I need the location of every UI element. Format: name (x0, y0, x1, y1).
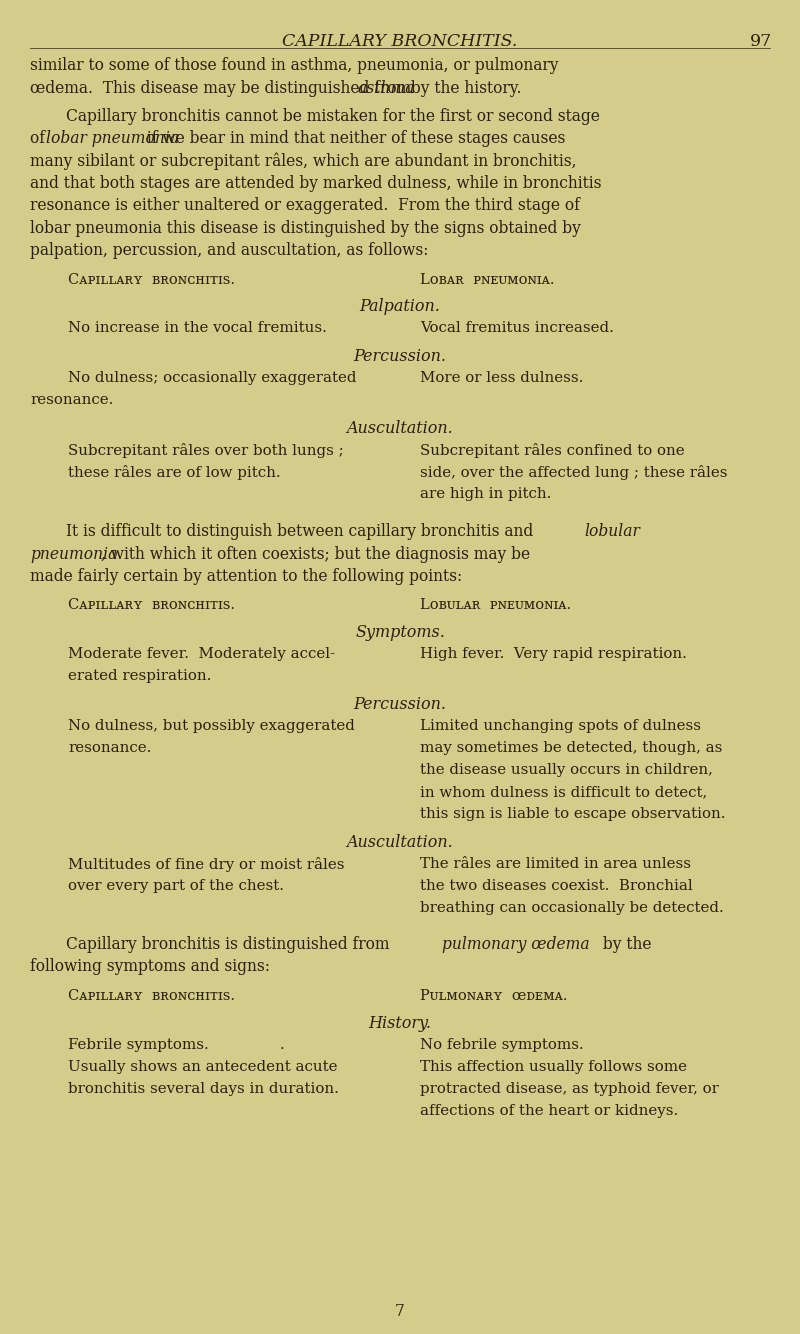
Text: 97: 97 (750, 33, 772, 49)
Text: may sometimes be detected, though, as: may sometimes be detected, though, as (420, 742, 722, 755)
Text: .: . (280, 1038, 285, 1051)
Text: Moderate fever.  Moderately accel-: Moderate fever. Moderately accel- (68, 647, 335, 662)
Text: by the: by the (598, 936, 652, 952)
Text: resonance is either unaltered or exaggerated.  From the third stage of: resonance is either unaltered or exagger… (30, 197, 580, 215)
Text: the disease usually occurs in children,: the disease usually occurs in children, (420, 763, 713, 778)
Text: Palpation.: Palpation. (359, 299, 441, 315)
Text: by the history.: by the history. (406, 80, 522, 97)
Text: Lᴏʙᴀʀ  ᴘɴᴇᴜᴍᴏɴɪᴀ.: Lᴏʙᴀʀ ᴘɴᴇᴜᴍᴏɴɪᴀ. (420, 272, 554, 287)
Text: protracted disease, as typhoid fever, or: protracted disease, as typhoid fever, or (420, 1082, 719, 1095)
Text: palpation, percussion, and auscultation, as follows:: palpation, percussion, and auscultation,… (30, 243, 429, 259)
Text: resonance.: resonance. (30, 394, 114, 407)
Text: these râles are of low pitch.: these râles are of low pitch. (68, 466, 281, 480)
Text: Lᴏʙᴜʟᴀʀ  ᴘɴᴇᴜᴍᴏɴɪᴀ.: Lᴏʙᴜʟᴀʀ ᴘɴᴇᴜᴍᴏɴɪᴀ. (420, 599, 571, 612)
Text: It is difficult to distinguish between capillary bronchitis and: It is difficult to distinguish between c… (66, 523, 538, 540)
Text: Subcrepitant râles confined to one: Subcrepitant râles confined to one (420, 443, 685, 459)
Text: Percussion.: Percussion. (354, 696, 446, 714)
Text: Capillary bronchitis is distinguished from: Capillary bronchitis is distinguished fr… (66, 936, 394, 952)
Text: History.: History. (369, 1015, 431, 1031)
Text: Cᴀᴘɪʟʟᴀʀʏ  ʙʀᴏɴᴄʜɪᴛɪs.: Cᴀᴘɪʟʟᴀʀʏ ʙʀᴏɴᴄʜɪᴛɪs. (68, 599, 235, 612)
Text: over every part of the chest.: over every part of the chest. (68, 879, 284, 894)
Text: this sign is liable to escape observation.: this sign is liable to escape observatio… (420, 807, 726, 822)
Text: lobular: lobular (584, 523, 640, 540)
Text: No febrile symptoms.: No febrile symptoms. (420, 1038, 584, 1051)
Text: of: of (30, 131, 50, 147)
Text: More or less dulness.: More or less dulness. (420, 371, 583, 386)
Text: No dulness; occasionally exaggerated: No dulness; occasionally exaggerated (68, 371, 357, 386)
Text: resonance.: resonance. (68, 742, 151, 755)
Text: pulmonary œdema: pulmonary œdema (442, 936, 590, 952)
Text: No increase in the vocal fremitus.: No increase in the vocal fremitus. (68, 321, 327, 335)
Text: are high in pitch.: are high in pitch. (420, 487, 551, 502)
Text: Auscultation.: Auscultation. (346, 420, 454, 438)
Text: the two diseases coexist.  Bronchial: the two diseases coexist. Bronchial (420, 879, 693, 894)
Text: Vocal fremitus increased.: Vocal fremitus increased. (420, 321, 614, 335)
Text: No dulness, but possibly exaggerated: No dulness, but possibly exaggerated (68, 719, 355, 734)
Text: side, over the affected lung ; these râles: side, over the affected lung ; these râl… (420, 466, 727, 480)
Text: in whom dulness is difficult to detect,: in whom dulness is difficult to detect, (420, 786, 707, 799)
Text: many sibilant or subcrepitant râles, which are abundant in bronchitis,: many sibilant or subcrepitant râles, whi… (30, 152, 577, 171)
Text: Cᴀᴘɪʟʟᴀʀʏ  ʙʀᴏɴᴄʜɪᴛɪs.: Cᴀᴘɪʟʟᴀʀʏ ʙʀᴏɴᴄʜɪᴛɪs. (68, 988, 235, 1003)
Text: Auscultation.: Auscultation. (346, 834, 454, 851)
Text: Percussion.: Percussion. (354, 348, 446, 366)
Text: Pᴜʟᴍᴏɴᴀʀʏ  œᴅᴇᴍᴀ.: Pᴜʟᴍᴏɴᴀʀʏ œᴅᴇᴍᴀ. (420, 988, 567, 1003)
Text: Usually shows an antecedent acute: Usually shows an antecedent acute (68, 1059, 338, 1074)
Text: lobar pneumonia this disease is distinguished by the signs obtained by: lobar pneumonia this disease is distingu… (30, 220, 582, 237)
Text: affections of the heart or kidneys.: affections of the heart or kidneys. (420, 1103, 678, 1118)
Text: made fairly certain by attention to the following points:: made fairly certain by attention to the … (30, 568, 462, 586)
Text: Limited unchanging spots of dulness: Limited unchanging spots of dulness (420, 719, 701, 734)
Text: Multitudes of fine dry or moist râles: Multitudes of fine dry or moist râles (68, 858, 345, 872)
Text: The râles are limited in area unless: The râles are limited in area unless (420, 858, 691, 871)
Text: if we bear in mind that neither of these stages causes: if we bear in mind that neither of these… (142, 131, 566, 147)
Text: CAPILLARY BRONCHITIS.: CAPILLARY BRONCHITIS. (282, 33, 518, 49)
Text: erated respiration.: erated respiration. (68, 670, 211, 683)
Text: pneumonia: pneumonia (30, 546, 118, 563)
Text: , with which it often coexists; but the diagnosis may be: , with which it often coexists; but the … (101, 546, 530, 563)
Text: similar to some of those found in asthma, pneumonia, or pulmonary: similar to some of those found in asthma… (30, 57, 559, 75)
Text: This affection usually follows some: This affection usually follows some (420, 1059, 687, 1074)
Text: following symptoms and signs:: following symptoms and signs: (30, 959, 270, 975)
Text: Cᴀᴘɪʟʟᴀʀʏ  ʙʀᴏɴᴄʜɪᴛɪs.: Cᴀᴘɪʟʟᴀʀʏ ʙʀᴏɴᴄʜɪᴛɪs. (68, 272, 235, 287)
Text: and that both stages are attended by marked dulness, while in bronchitis: and that both stages are attended by mar… (30, 175, 602, 192)
Text: Febrile symptoms.: Febrile symptoms. (68, 1038, 209, 1051)
Text: Capillary bronchitis cannot be mistaken for the first or second stage: Capillary bronchitis cannot be mistaken … (66, 108, 600, 125)
Text: bronchitis several days in duration.: bronchitis several days in duration. (68, 1082, 339, 1095)
Text: High fever.  Very rapid respiration.: High fever. Very rapid respiration. (420, 647, 687, 662)
Text: Subcrepitant râles over both lungs ;: Subcrepitant râles over both lungs ; (68, 443, 344, 459)
Text: breathing can occasionally be detected.: breathing can occasionally be detected. (420, 902, 724, 915)
Text: 7: 7 (395, 1303, 405, 1321)
Text: Symptoms.: Symptoms. (355, 624, 445, 642)
Text: asthma: asthma (358, 80, 415, 97)
Text: œdema.  This disease may be distinguished from: œdema. This disease may be distinguished… (30, 80, 417, 97)
Text: lobar pneumonia: lobar pneumonia (46, 131, 179, 147)
